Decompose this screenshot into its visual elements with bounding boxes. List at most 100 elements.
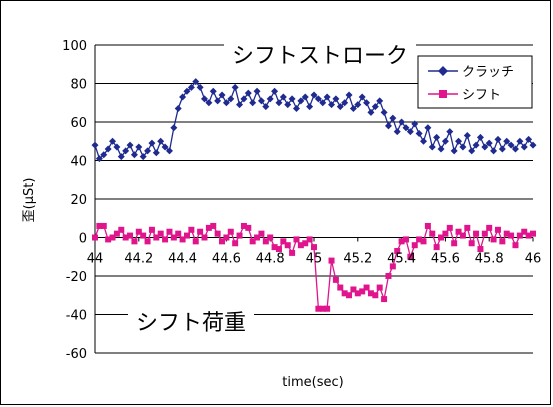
data-point	[494, 135, 502, 143]
y-tick-label: 40	[70, 155, 87, 170]
data-point	[253, 87, 261, 95]
x-tick-label: 45.4	[387, 252, 416, 267]
data-point	[249, 99, 257, 107]
y-tick-label: 80	[70, 78, 87, 93]
data-point	[280, 238, 287, 245]
data-point	[127, 232, 134, 239]
data-point	[105, 236, 112, 243]
data-point	[451, 240, 458, 247]
series-layer	[91, 78, 537, 312]
data-point	[231, 83, 239, 91]
data-point	[341, 99, 349, 107]
data-point	[284, 101, 292, 109]
data-point	[455, 137, 463, 145]
data-point	[210, 222, 217, 229]
data-point	[302, 240, 309, 247]
data-point	[122, 147, 130, 155]
data-point	[222, 99, 230, 107]
data-point	[446, 224, 453, 231]
data-point	[525, 135, 533, 143]
data-point	[118, 226, 125, 233]
x-tick-label: 44.8	[256, 252, 285, 267]
data-point	[429, 230, 436, 237]
data-point	[183, 87, 191, 95]
data-point	[267, 234, 274, 241]
data-point	[218, 91, 226, 99]
data-point	[205, 224, 212, 231]
data-point	[363, 284, 370, 291]
data-point	[424, 222, 431, 229]
data-point	[525, 232, 532, 239]
data-point	[328, 101, 336, 109]
data-point	[92, 234, 98, 241]
data-point	[306, 236, 313, 243]
data-point	[372, 292, 379, 299]
data-point	[346, 292, 353, 299]
data-point	[499, 238, 506, 245]
data-point	[476, 133, 484, 141]
data-point	[214, 97, 222, 105]
data-point	[165, 147, 173, 155]
data-point	[192, 78, 200, 86]
data-point	[415, 130, 423, 138]
data-point	[240, 222, 247, 229]
data-point	[472, 141, 480, 149]
data-point	[376, 97, 384, 105]
data-point	[205, 99, 213, 107]
data-point	[468, 147, 476, 155]
x-tick-label: 44.6	[212, 252, 241, 267]
data-point	[170, 234, 177, 241]
x-tick-label: 45.6	[431, 252, 460, 267]
data-point	[161, 143, 169, 151]
data-point	[232, 240, 239, 247]
data-point	[91, 141, 99, 149]
data-point	[406, 128, 414, 136]
data-point	[529, 141, 537, 149]
data-point	[416, 236, 423, 243]
data-point	[520, 143, 528, 151]
data-point	[183, 232, 190, 239]
data-point	[511, 145, 519, 153]
data-point	[192, 238, 199, 245]
data-point	[441, 137, 449, 145]
data-point	[157, 137, 165, 145]
data-point	[530, 230, 536, 237]
data-point	[315, 305, 322, 312]
data-point	[481, 143, 489, 151]
data-point	[311, 244, 317, 251]
data-point	[245, 224, 252, 231]
data-point	[254, 234, 261, 241]
data-point	[214, 230, 221, 237]
data-point	[293, 236, 300, 243]
data-point	[319, 99, 327, 107]
data-point	[223, 234, 230, 241]
annotation-shift-load: シフト荷重	[136, 311, 246, 336]
data-point	[288, 95, 296, 103]
x-tick-label: 44	[87, 252, 104, 267]
data-point	[411, 242, 418, 249]
data-point	[275, 246, 282, 253]
data-point	[310, 91, 318, 99]
data-point	[135, 143, 143, 151]
data-point	[219, 238, 226, 245]
data-point	[209, 87, 217, 95]
data-point	[371, 103, 379, 111]
data-point	[236, 101, 244, 109]
data-point	[433, 133, 441, 141]
data-point	[227, 228, 234, 235]
legend-label-shift: シフト	[462, 88, 501, 103]
data-point	[196, 83, 204, 91]
data-point	[336, 103, 344, 111]
data-point	[459, 143, 467, 151]
data-point	[464, 224, 471, 231]
data-point	[485, 139, 493, 147]
data-point	[324, 305, 331, 312]
data-point	[201, 95, 208, 103]
data-point	[468, 240, 475, 247]
data-point	[428, 143, 436, 151]
data-point	[100, 151, 108, 159]
x-tick-label: 46	[525, 252, 542, 267]
data-point	[486, 224, 493, 231]
